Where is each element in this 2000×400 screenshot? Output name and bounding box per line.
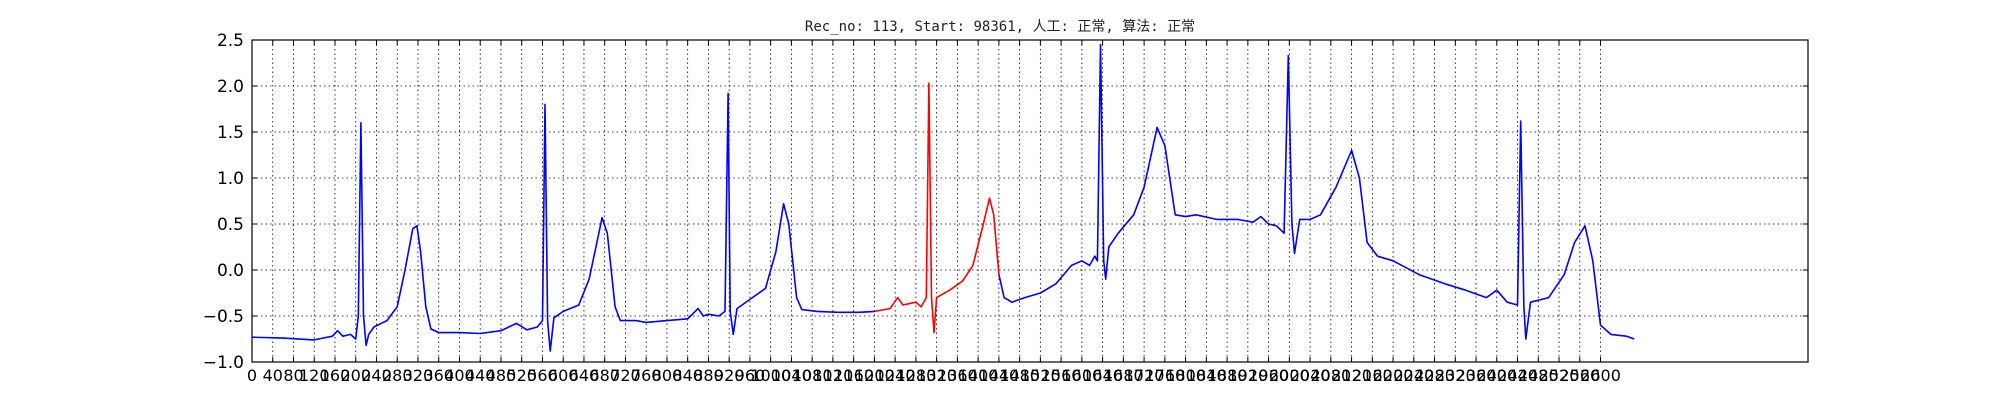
x-tick-label: 1080 [792,366,833,385]
x-tick-label: 2520 [1539,366,1580,385]
x-tick-label: 1000 [750,366,791,385]
x-tick-label: 2280 [1414,366,1455,385]
x-axis-ticks: 0 40 8012016020024028032036040044048052056… [247,40,1621,385]
x-tick-label: 1960 [1248,366,1289,385]
x-tick-label: 2320 [1435,366,1476,385]
ecg-series-line-3 [998,43,1635,340]
x-tick-label: 2040 [1290,366,1331,385]
x-tick-label: 320 [403,366,434,385]
x-tick-label: 1720 [1124,366,1165,385]
x-tick-label: 520 [506,366,537,385]
chart-title: Rec_no: 113, Start: 98361, 人工: 正常, 算法: 正… [805,19,1195,35]
x-tick-label: 1360 [937,366,978,385]
x-tick-label: 760 [631,366,662,385]
x-tick-label: 720 [610,366,641,385]
y-tick-label: 2.0 [217,77,244,97]
x-tick-label: 160 [320,366,351,385]
x-tick-label: 360 [423,366,454,385]
x-tick-label: 800 [652,366,683,385]
x-tick-label: 600 [548,366,579,385]
x-tick-label: 640 [569,366,600,385]
y-axis-ticks: −1.0 −0.5 0.0 0.5 1.0 1.5 2.0 2.5 [203,31,1808,373]
y-tick-label: 0.0 [217,261,244,281]
x-tick-label: 1640 [1082,366,1123,385]
x-tick-label: 440 [465,366,496,385]
x-tick-label: 1600 [1062,366,1103,385]
y-tick-label: −1.0 [203,353,244,373]
x-tick-label: 1320 [916,366,957,385]
x-tick-label: 2440 [1497,366,1538,385]
grid [252,40,1808,362]
x-tick-label: 2600 [1580,366,1621,385]
x-tick-label: 560 [527,366,558,385]
x-tick-label: 1400 [958,366,999,385]
y-tick-label: 2.5 [217,31,244,51]
x-tick-label: 920 [714,366,745,385]
x-tick-label: 1200 [854,366,895,385]
x-tick-label: 1160 [833,366,874,385]
x-tick-label: 1480 [999,366,1040,385]
x-tick-label: 2200 [1373,366,1414,385]
y-tick-label: 0.5 [217,215,244,235]
x-tick-label: 1560 [1041,366,1082,385]
x-tick-label: 1520 [1020,366,1061,385]
x-tick-label: 40 [263,366,283,385]
x-tick-label: 200 [340,366,371,385]
x-tick-label: 1440 [979,366,1020,385]
x-tick-label: 2480 [1518,366,1559,385]
x-tick-label: 2160 [1352,366,1393,385]
x-tick-label: 1840 [1186,366,1227,385]
x-tick-label: 0 [247,366,257,385]
x-tick-label: 1760 [1144,366,1185,385]
x-tick-label: 1280 [896,366,937,385]
x-tick-label: 880 [693,366,724,385]
x-tick-label: 240 [361,366,392,385]
plot-frame [251,39,1809,363]
x-tick-label: 680 [589,366,620,385]
x-tick-label: 120 [299,366,330,385]
x-tick-label: 280 [382,366,413,385]
x-tick-label: 2560 [1559,366,1600,385]
x-tick-label: 1920 [1227,366,1268,385]
x-tick-label: 2240 [1393,366,1434,385]
ecg-series-line-2 [874,82,1000,334]
x-tick-label: 1120 [813,366,854,385]
y-tick-label: 1.5 [217,123,244,143]
y-tick-label: −0.5 [203,307,244,327]
x-tick-label: 1880 [1207,366,1248,385]
x-tick-label: 480 [486,366,517,385]
x-tick-label: 2360 [1456,366,1497,385]
x-tick-label: 1800 [1165,366,1206,385]
x-tick-label: 400 [444,366,475,385]
x-tick-label: 2400 [1476,366,1517,385]
ecg-series [251,43,1635,352]
x-tick-label: 1040 [771,366,812,385]
x-tick-label: 2000 [1269,366,1310,385]
x-tick-label: 2120 [1331,366,1372,385]
x-tick-label: 1680 [1103,366,1144,385]
y-tick-label: 1.0 [217,169,244,189]
x-tick-label: 2080 [1310,366,1351,385]
x-tick-label: 1240 [875,366,916,385]
x-tick-label: 960 [735,366,766,385]
x-tick-label: 80 [283,366,303,385]
x-tick-label: 840 [672,366,703,385]
ecg-series-line-1 [251,92,875,352]
